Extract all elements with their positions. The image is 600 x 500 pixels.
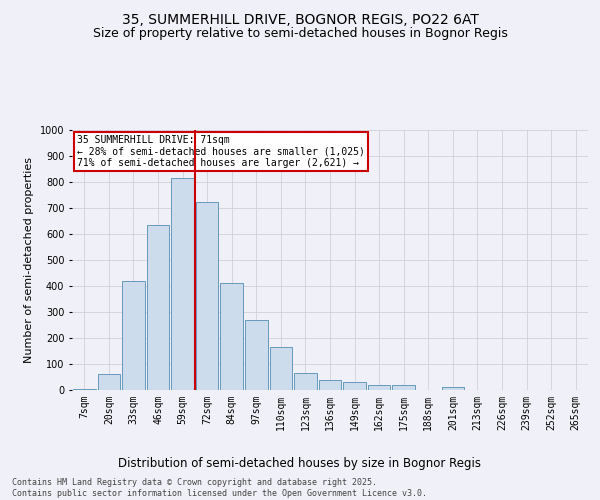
Text: Size of property relative to semi-detached houses in Bognor Regis: Size of property relative to semi-detach… — [92, 28, 508, 40]
Bar — [294, 373, 317, 390]
Bar — [319, 380, 341, 390]
Bar — [196, 202, 218, 390]
Bar — [245, 320, 268, 390]
Bar — [73, 388, 95, 390]
Bar — [269, 347, 292, 390]
Text: Distribution of semi-detached houses by size in Bognor Regis: Distribution of semi-detached houses by … — [119, 458, 482, 470]
Text: 35, SUMMERHILL DRIVE, BOGNOR REGIS, PO22 6AT: 35, SUMMERHILL DRIVE, BOGNOR REGIS, PO22… — [122, 12, 478, 26]
Y-axis label: Number of semi-detached properties: Number of semi-detached properties — [25, 157, 34, 363]
Bar — [146, 225, 169, 390]
Bar — [368, 385, 391, 390]
Bar — [392, 386, 415, 390]
Bar — [171, 178, 194, 390]
Bar — [98, 374, 120, 390]
Text: Contains HM Land Registry data © Crown copyright and database right 2025.
Contai: Contains HM Land Registry data © Crown c… — [12, 478, 427, 498]
Bar — [343, 382, 366, 390]
Text: 35 SUMMERHILL DRIVE: 71sqm
← 28% of semi-detached houses are smaller (1,025)
71%: 35 SUMMERHILL DRIVE: 71sqm ← 28% of semi… — [77, 135, 365, 168]
Bar — [442, 388, 464, 390]
Bar — [122, 281, 145, 390]
Bar — [220, 284, 243, 390]
